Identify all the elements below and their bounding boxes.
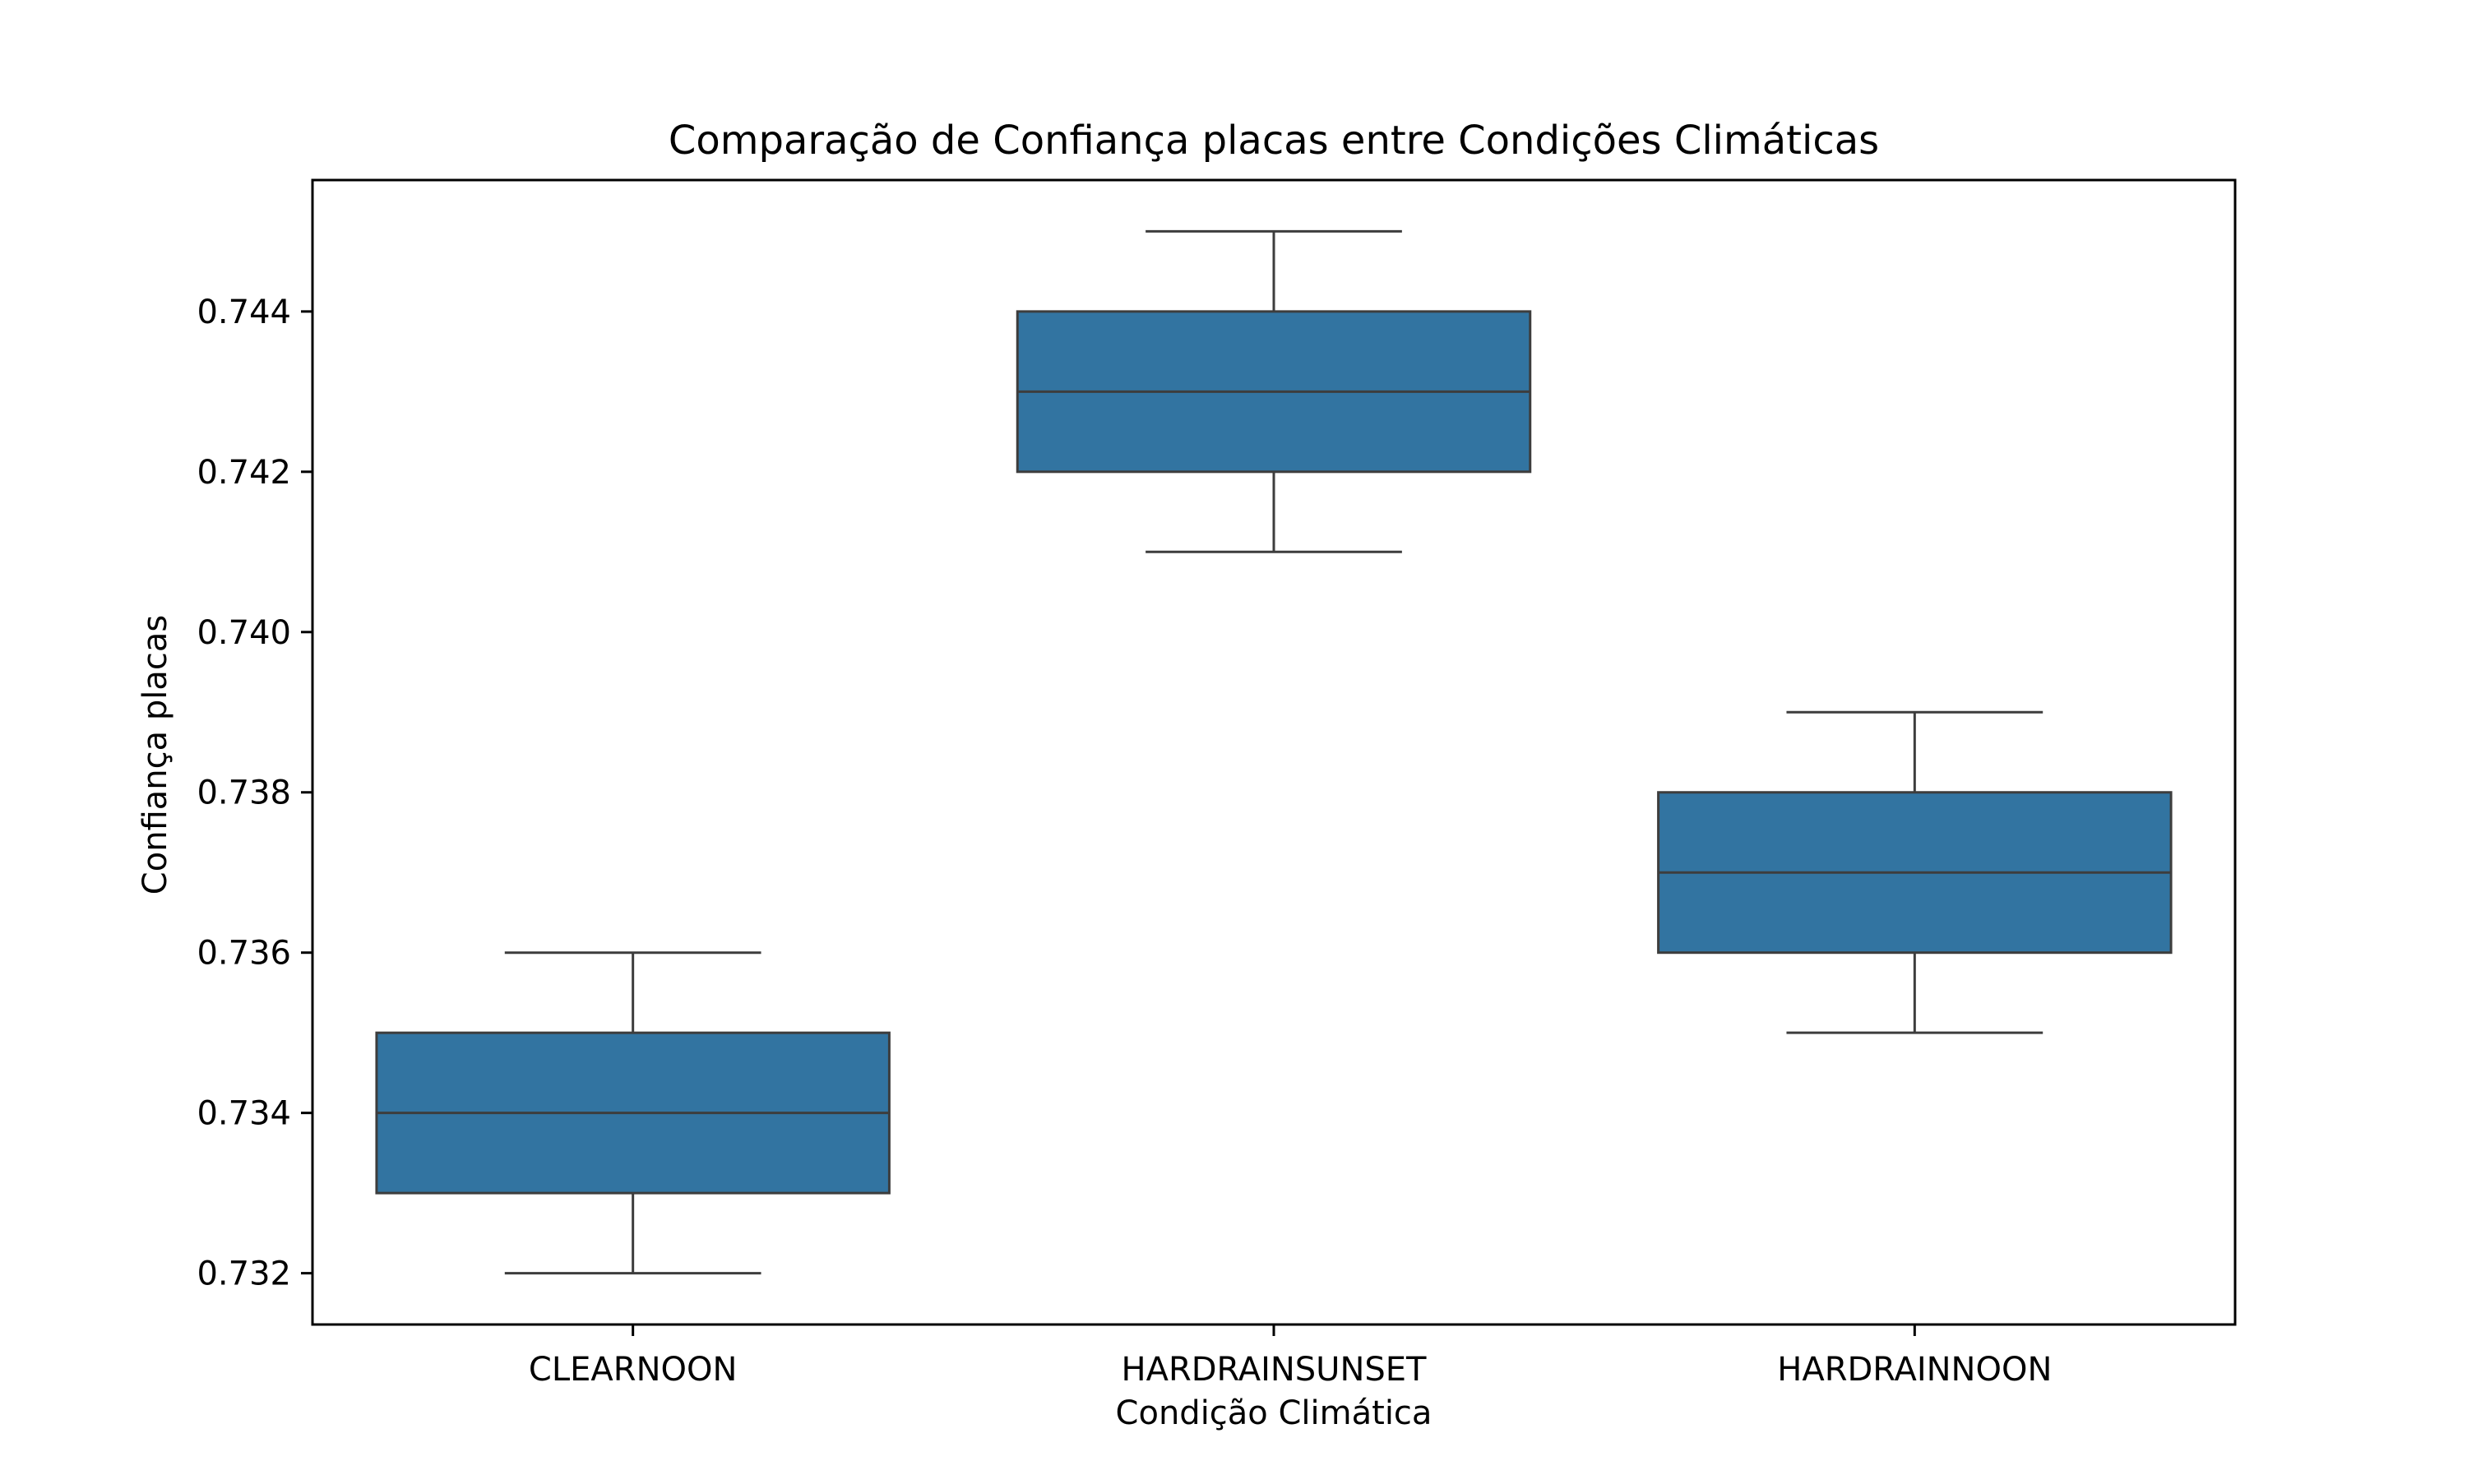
axis-ticks: 0.732 0.734 0.736 0.738 0.740 0.742 0.744 CLEAR… xyxy=(197,294,2052,1389)
box-hardrainnoon xyxy=(1657,710,2173,1034)
box-series xyxy=(375,229,2173,1275)
y-tick-label: 0.744 xyxy=(197,294,291,331)
y-tick-label: 0.736 xyxy=(197,935,291,973)
x-axis-label: Condição Climática xyxy=(1116,1394,1433,1432)
x-tick-label: CLEARNOON xyxy=(529,1351,737,1389)
x-tick-label: HARDRAINSUNSET xyxy=(1122,1351,1428,1389)
y-axis-label: Confiança placas xyxy=(137,615,174,895)
y-tick-label: 0.742 xyxy=(197,454,291,492)
y-tick-label: 0.732 xyxy=(197,1255,291,1293)
chart-title: Comparação de Confiança placas entre Con… xyxy=(669,118,1879,164)
box-hardrainsunset xyxy=(1016,229,1532,553)
y-tick-label: 0.738 xyxy=(197,774,291,812)
plot-area-frame xyxy=(311,178,2237,1326)
y-tick-label: 0.734 xyxy=(197,1095,291,1133)
box-clearnoon xyxy=(375,951,891,1275)
y-tick-label: 0.740 xyxy=(197,614,291,652)
x-tick-label: HARDRAINNOON xyxy=(1777,1351,2052,1389)
